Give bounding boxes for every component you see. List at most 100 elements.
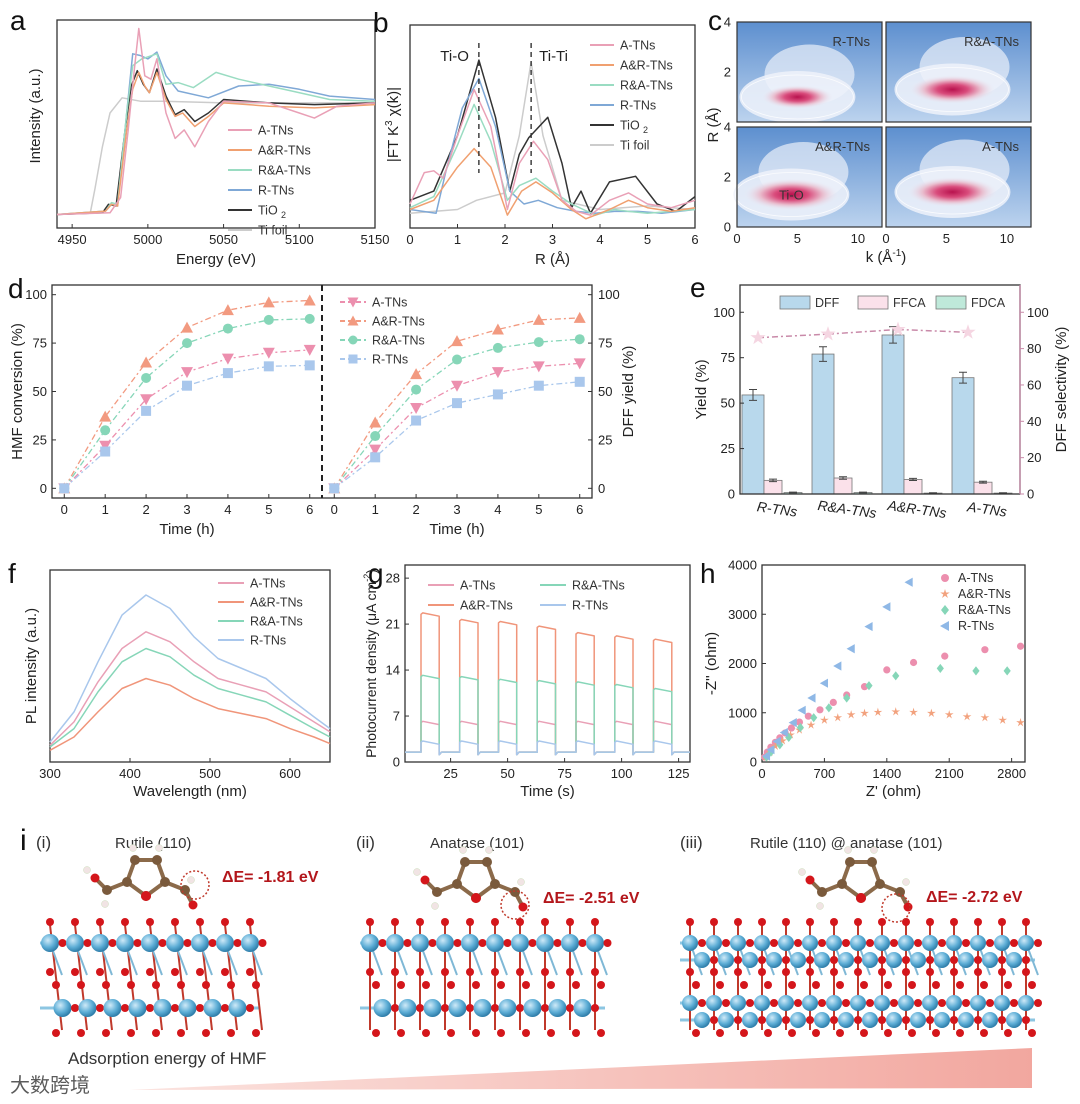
wavelet-peak [909,75,996,104]
o-atom [908,1029,916,1037]
x-tick-label: 5100 [285,232,314,247]
data-point [766,745,775,755]
h-atom [187,876,195,884]
y-tick-label: 100 [598,287,620,302]
ti-atom [982,1012,998,1028]
o-atom [908,981,916,989]
y-tick-label: 25 [33,432,47,447]
data-point [369,416,382,428]
o-atom [522,981,530,989]
legend-label: R-TNs [958,619,994,633]
o-atom [441,968,449,976]
o-atom [478,939,487,947]
x-tick-label: 6 [691,232,698,247]
o-atom [764,1029,772,1037]
legend-label: A-TNs [250,577,285,591]
data-point [980,713,990,722]
o-atom [836,1029,844,1037]
series-line-a-tns [56,27,376,216]
ti-atom [486,934,504,952]
data-point [304,360,315,371]
x-axis-label: Z' (ohm) [866,783,921,800]
data-point [452,354,462,365]
x-tick-label: 600 [279,766,301,781]
o-atom [391,968,399,976]
o-atom [146,1004,154,1012]
panel-label: c [708,5,722,36]
legend-swatch [857,295,889,310]
o-atom [854,956,862,964]
o-atom [758,918,766,926]
y-axis-label-part: ) [363,569,379,574]
ti-atom [41,934,59,952]
error-bar [929,492,937,494]
o-atom [818,999,826,1007]
ti-atom [862,952,878,968]
o-atom [71,1004,79,1012]
o-atom [698,999,706,1007]
legend-label: FDCA [971,296,1006,310]
o-atom [466,968,474,976]
series-line-tio2 [56,68,376,216]
o-atom [416,968,424,976]
ti-atom [778,935,794,951]
o-atom [1010,939,1018,947]
ti-atom [886,952,902,968]
x-tick-label: 5 [644,232,651,247]
c-atom [845,857,855,867]
error-bar [859,491,867,494]
y-tick-label: 75 [721,350,735,365]
data-point [491,367,504,379]
o-atom [746,999,754,1007]
o-atom [71,968,79,976]
adsorption-energy-label: ΔE= -2.72 eV [926,889,1023,906]
o-atom [177,981,185,989]
o-atom [246,968,254,976]
o-atom [860,1029,868,1037]
x-axis-label: Time (h) [159,521,214,538]
map-label: A&R-TNs [815,139,870,154]
o-atom [52,1029,60,1037]
o-atom [932,1029,940,1037]
o-atom [171,918,179,926]
y-tick-label: 0 [40,481,47,496]
adsorption-site-circle [180,870,210,900]
data-point [1016,718,1025,727]
data-point [761,751,771,761]
o-atom [46,918,54,926]
y-tick-label: 0 [598,481,605,496]
y-tick-label-right: 60 [1027,377,1041,392]
legend-label: R&A-TNs [250,615,303,629]
data-point [904,577,913,587]
data-point [788,718,797,728]
o-atom [788,1029,796,1037]
ti-atom [511,934,529,952]
y-tick-label-right: 100 [1027,305,1049,320]
hmf-molecule [798,846,913,912]
o-atom [522,1029,530,1037]
x-tick-label: 4950 [58,232,87,247]
c-atom [452,879,462,889]
o-atom [956,981,964,989]
o-atom [472,1029,480,1037]
o-atom [566,1004,574,1012]
y-tick-label: 3000 [728,607,757,622]
o-atom [998,968,1006,976]
data-point [410,368,423,380]
o-atom [902,956,910,964]
data-point [909,707,918,716]
y-tick-label: 0 [393,755,400,770]
o-atom [541,918,549,926]
o-atom [152,1029,160,1037]
x-tick-label: 1 [454,232,461,247]
o-atom [806,956,814,964]
h-atom [459,846,467,854]
o-atom [366,968,374,976]
y-tick-label: 28 [386,571,400,586]
data-point [891,707,901,716]
ti-atom [718,1012,734,1028]
data-point [100,446,111,457]
data-point [786,730,795,739]
x-tick-label: 0 [406,232,413,247]
x-tick-label: 5 [535,502,542,517]
